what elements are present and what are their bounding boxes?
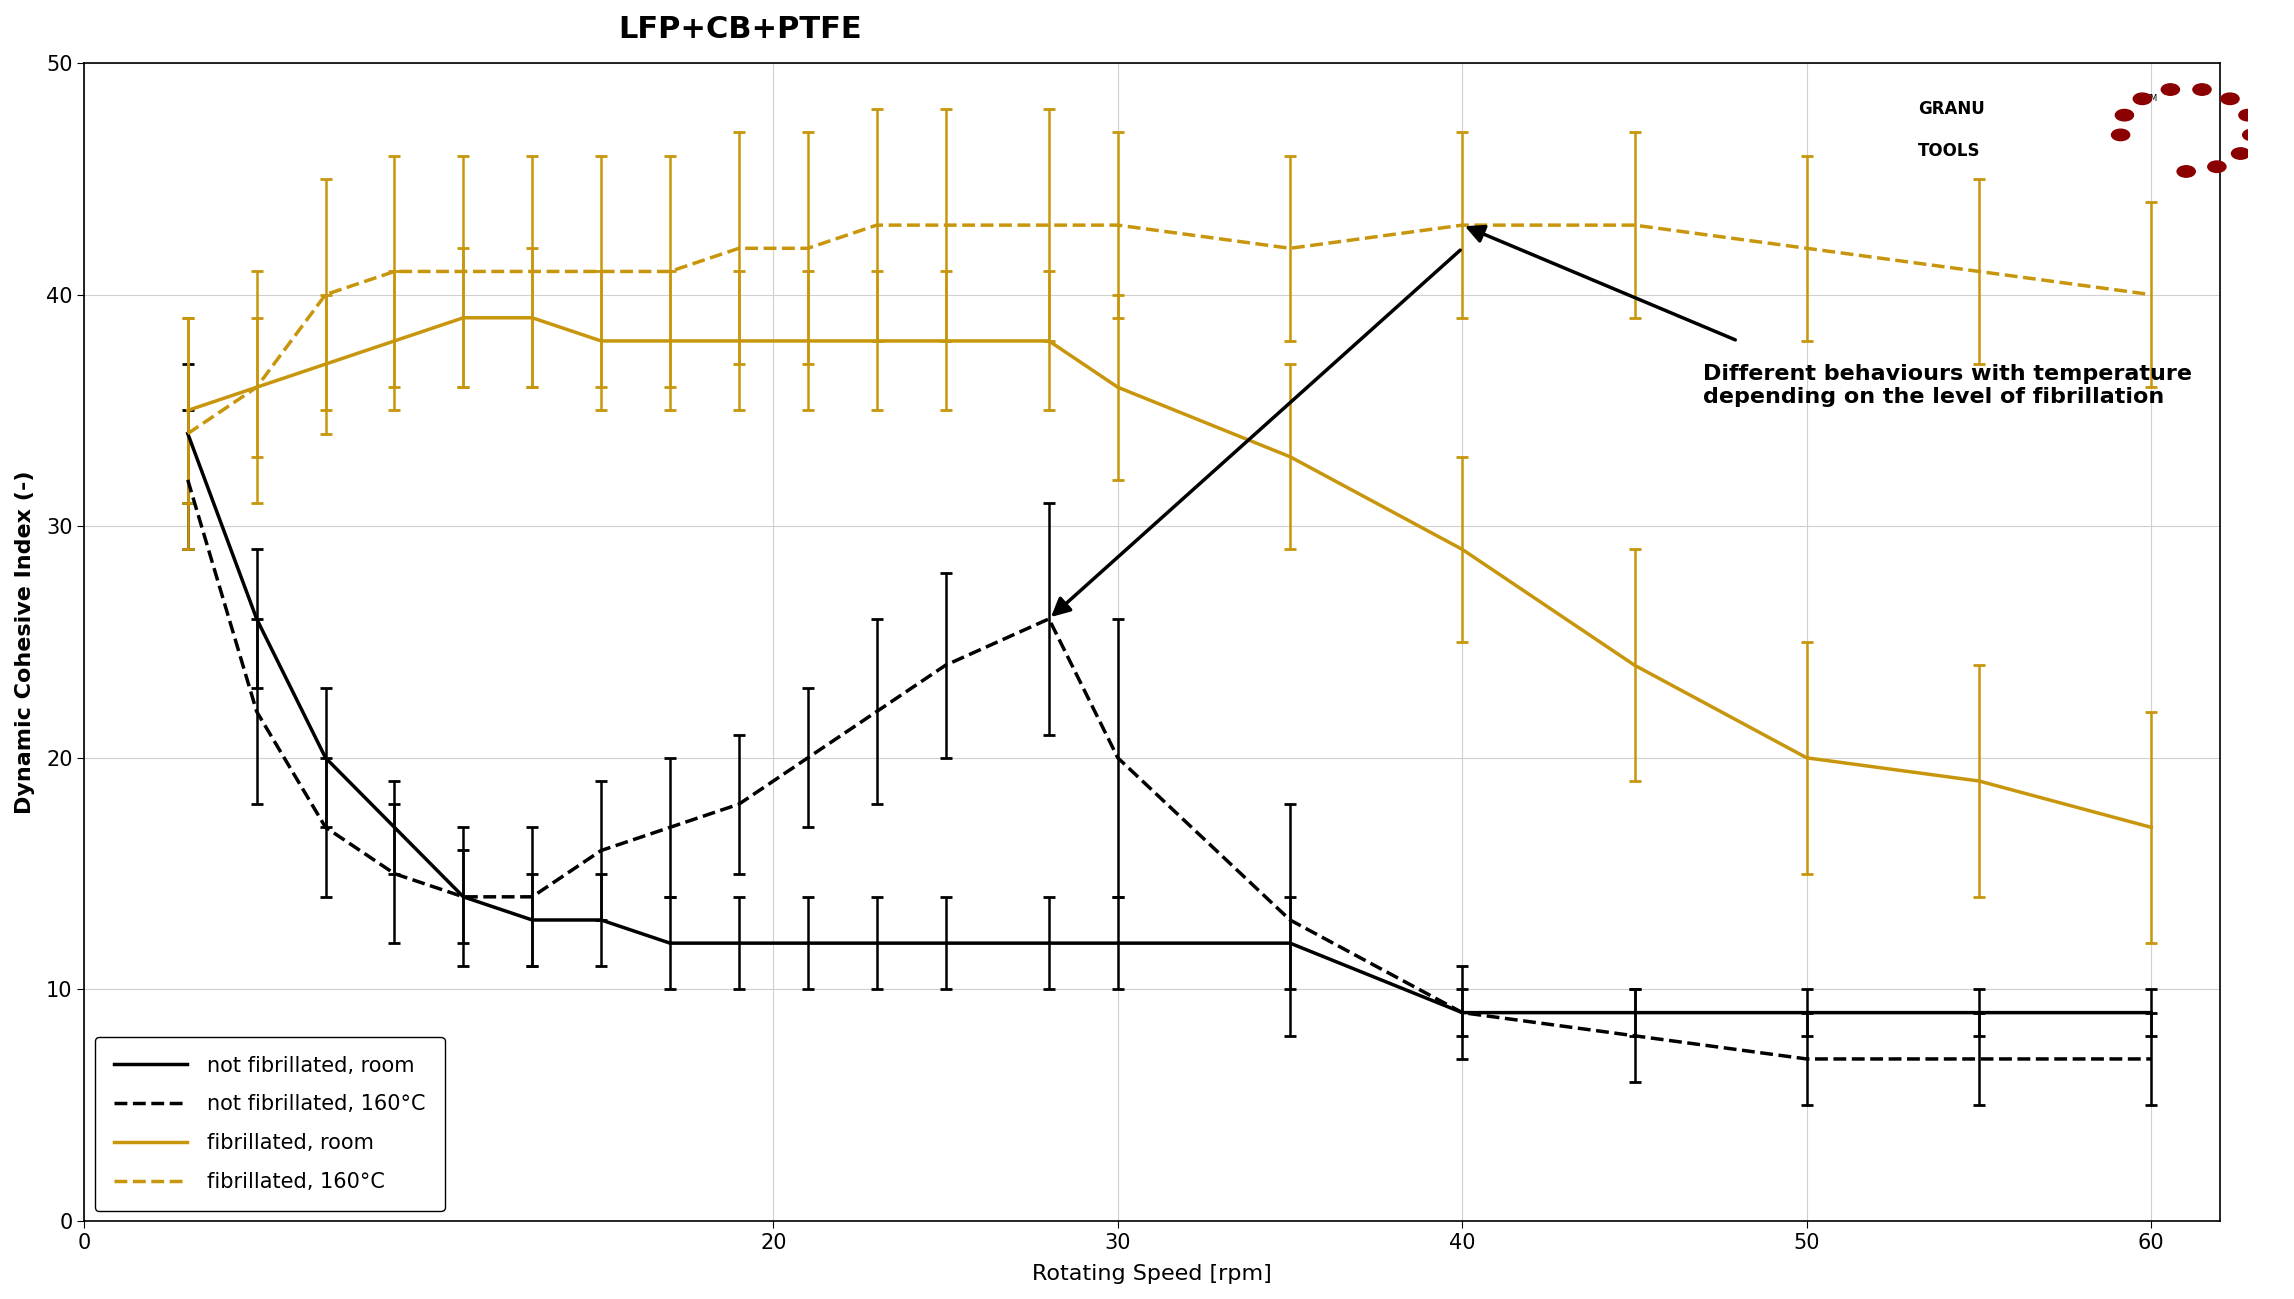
Text: TM: TM [2145,94,2156,103]
Circle shape [2110,129,2129,140]
Circle shape [2207,161,2225,173]
Circle shape [2193,84,2211,95]
Circle shape [2177,166,2195,177]
Text: TOOLS: TOOLS [1918,142,1980,160]
Circle shape [2239,109,2257,121]
Circle shape [2133,94,2152,104]
Circle shape [2161,84,2179,95]
Legend: not fibrillated, room, not fibrillated, 160°C, fibrillated, room, fibrillated, 1: not fibrillated, room, not fibrillated, … [94,1037,445,1211]
Circle shape [2221,94,2239,104]
Circle shape [2232,148,2250,160]
Text: Different behaviours with temperature
depending on the level of fibrillation: Different behaviours with temperature de… [1704,364,2193,408]
Text: GRANU: GRANU [1918,100,1984,118]
X-axis label: Rotating Speed [rpm]: Rotating Speed [rpm] [1032,1264,1273,1283]
Text: LFP+CB+PTFE: LFP+CB+PTFE [619,16,863,44]
Circle shape [2115,109,2133,121]
Circle shape [2244,129,2262,140]
Y-axis label: Dynamic Cohesive Index (-): Dynamic Cohesive Index (-) [16,470,34,813]
